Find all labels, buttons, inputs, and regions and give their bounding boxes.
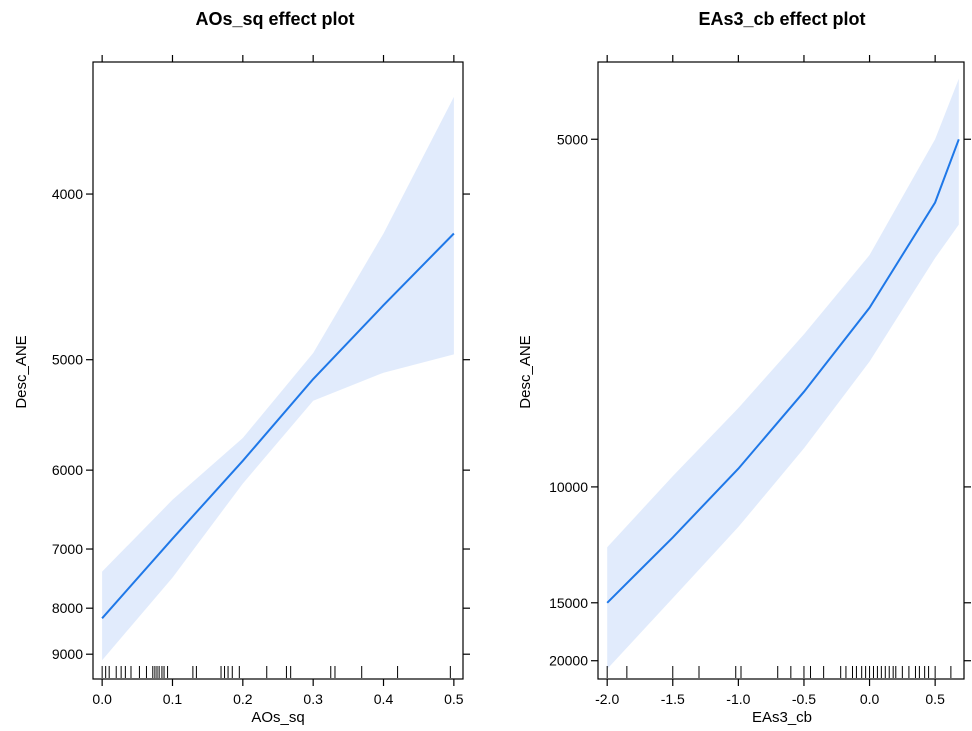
y-tick-label: 20000 bbox=[549, 653, 588, 669]
confidence-band bbox=[102, 96, 454, 661]
x-tick-label: 0.4 bbox=[374, 691, 394, 707]
x-tick-label: 0.5 bbox=[925, 691, 945, 707]
x-tick-label: -1.0 bbox=[726, 691, 750, 707]
y-axis-label: Desc_ANE bbox=[517, 335, 534, 408]
y-tick-label: 7000 bbox=[52, 541, 83, 557]
y-tick-label: 4000 bbox=[52, 186, 83, 202]
x-tick-label: -0.5 bbox=[792, 691, 816, 707]
x-tick-label: 0.3 bbox=[303, 691, 323, 707]
y-axis-label: Desc_ANE bbox=[13, 335, 30, 408]
y-tick-label: 9000 bbox=[52, 646, 83, 662]
x-axis-label: EAs3_cb bbox=[752, 709, 812, 726]
panel-aos-sq: AOs_sq effect plot 0.0 0.1 0.2 0.3 0.4 0.5 400… bbox=[13, 9, 470, 726]
y-tick-label: 6000 bbox=[52, 462, 83, 478]
x-tick-label: -1.5 bbox=[661, 691, 685, 707]
plot-frame bbox=[597, 61, 965, 680]
x-tick-label: -2.0 bbox=[595, 691, 619, 707]
x-tick-label: 0.2 bbox=[233, 691, 253, 707]
effect-line bbox=[101, 232, 455, 619]
y-tick-label: 15000 bbox=[549, 595, 588, 611]
panel-eas3-cb: EAs3_cb effect plot -2.0 -1.5 -1.0 -0.5 0.0 0… bbox=[517, 9, 971, 726]
y-tick-label: 5000 bbox=[557, 131, 588, 147]
y-tick-label: 8000 bbox=[52, 600, 83, 616]
panel-title: EAs3_cb effect plot bbox=[698, 9, 865, 29]
confidence-band bbox=[607, 78, 959, 670]
x-axis-label: AOs_sq bbox=[251, 709, 304, 726]
plot-frame bbox=[92, 61, 464, 680]
x-tick-label: 0.1 bbox=[163, 691, 183, 707]
panel-title: AOs_sq effect plot bbox=[195, 9, 354, 29]
x-tick-label: 0.0 bbox=[860, 691, 880, 707]
plot-area: -2.0 -1.5 -1.0 -0.5 0.0 0.5 5000 10000 15000 2000… bbox=[549, 55, 971, 707]
y-tick-label: 5000 bbox=[52, 352, 83, 368]
x-tick-label: 0.5 bbox=[444, 691, 464, 707]
x-tick-label: 0.0 bbox=[92, 691, 112, 707]
effect-line bbox=[606, 138, 960, 604]
y-tick-label: 10000 bbox=[549, 479, 588, 495]
plot-area: 0.0 0.1 0.2 0.3 0.4 0.5 4000 5000 6000 7000 8000 90… bbox=[52, 55, 470, 707]
